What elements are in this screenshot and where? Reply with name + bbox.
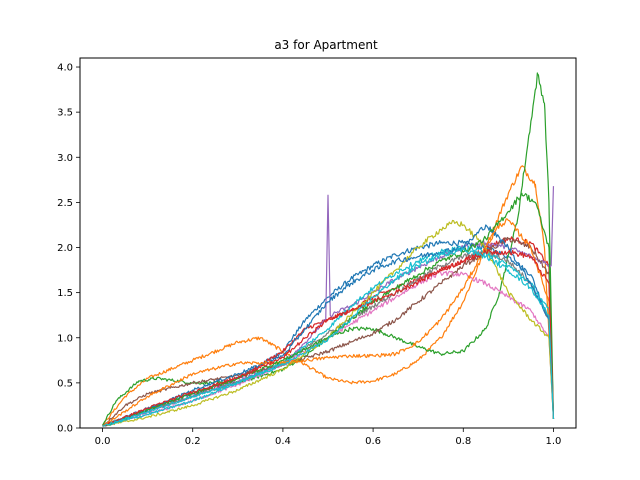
y-tick-label: 2.5 [57, 198, 73, 209]
series-line-12 [102, 218, 555, 427]
series-line-11 [102, 224, 555, 427]
x-tick-label: 0.4 [275, 436, 291, 447]
plot-frame [79, 57, 577, 429]
y-tick-label: 0.0 [57, 424, 73, 435]
y-tick-label: 2.0 [57, 243, 73, 254]
axes-layer: 0.0 0.2 0.4 0.6 0.8 1.0 0.0 0.5 1.0 1.5 2.0 2.5 3.0 3… [57, 63, 561, 447]
y-tick-label: 3.5 [57, 108, 73, 119]
series-line-15 [102, 247, 555, 427]
x-tick-label: 1.0 [546, 436, 562, 447]
y-tick-label: 1.0 [57, 333, 73, 344]
y-tick-label: 0.5 [57, 378, 73, 389]
series-layer [102, 72, 555, 427]
y-tick-label: 3.0 [57, 153, 73, 164]
x-tick-label: 0.6 [365, 436, 381, 447]
x-tick-label: 0.0 [95, 436, 111, 447]
y-tick-label: 4.0 [57, 63, 73, 74]
chart-title: a3 for Apartment [274, 38, 378, 52]
y-tick-label: 1.5 [57, 288, 73, 299]
x-tick-label: 0.2 [185, 436, 201, 447]
series-line-10 [102, 244, 555, 427]
series-line-14 [102, 248, 555, 427]
x-tick-label: 0.8 [455, 436, 471, 447]
